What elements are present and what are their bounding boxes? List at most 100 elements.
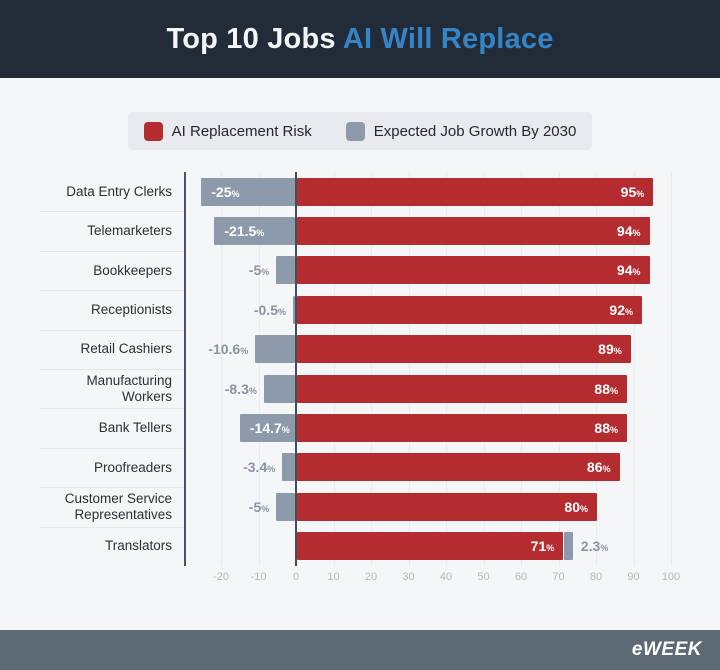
category-label: Proofreaders bbox=[93, 459, 172, 475]
row-divider bbox=[40, 211, 185, 213]
x-axis-tick: 30 bbox=[402, 571, 415, 583]
category-label: Retail Cashiers bbox=[80, 341, 172, 357]
risk-value-label: 88% bbox=[594, 420, 618, 437]
eweek-logo: eWEEK bbox=[631, 639, 702, 660]
risk-bar: 94% bbox=[297, 256, 650, 285]
growth-value-label: 2.3% bbox=[581, 532, 608, 560]
risk-value-label: 71% bbox=[530, 538, 555, 555]
risk-value-label: 86% bbox=[586, 459, 611, 476]
risk-bar: 89% bbox=[297, 335, 631, 364]
category-axis-line bbox=[184, 172, 186, 566]
growth-value-label: -3.4% bbox=[243, 453, 275, 481]
x-axis: -20 -10 0 10 20 30 40 50 60 70 80 90 100 bbox=[0, 571, 720, 587]
zero-baseline bbox=[295, 172, 297, 566]
title-plain: Top 10 Jobs bbox=[166, 22, 336, 55]
growth-value-label: -5% bbox=[249, 493, 269, 521]
growth-value-label: -0.5% bbox=[254, 296, 286, 324]
growth-bar bbox=[255, 335, 295, 364]
row-divider bbox=[40, 369, 185, 370]
row-divider bbox=[40, 487, 185, 489]
risk-bar: 88% bbox=[297, 414, 627, 443]
gridline bbox=[633, 172, 635, 566]
footer: eWEEK bbox=[0, 630, 720, 670]
category-label: Customer Service Representatives bbox=[64, 490, 172, 522]
gridline bbox=[558, 172, 560, 566]
risk-value-label: 89% bbox=[598, 341, 622, 358]
growth-value-label: -8.3% bbox=[225, 375, 257, 403]
growth-bar: -25% bbox=[201, 177, 295, 206]
growth-bar bbox=[564, 532, 573, 561]
risk-value-label: 92% bbox=[609, 301, 633, 318]
x-axis-tick: 70 bbox=[552, 571, 565, 583]
header: Top 10 Jobs AI Will Replace bbox=[0, 0, 720, 78]
chart-row: Telemarketers 94% -21.5% bbox=[0, 211, 720, 250]
growth-value-label: -5% bbox=[248, 262, 270, 279]
category-label: Bookkeepers bbox=[93, 262, 172, 278]
chart-row: Proofreaders 86% -3.4% bbox=[0, 447, 720, 487]
growth-bar bbox=[293, 295, 295, 324]
legend-swatch-icon bbox=[345, 121, 365, 141]
growth-bar bbox=[282, 453, 295, 482]
x-axis-tick: 80 bbox=[589, 571, 603, 583]
risk-value-label: 88% bbox=[594, 380, 618, 397]
risk-bar: 95% bbox=[297, 177, 654, 206]
gridline bbox=[408, 172, 410, 566]
row-divider bbox=[40, 526, 185, 528]
legend-label: Expected Job Growth By 2030 bbox=[373, 122, 577, 140]
growth-value-label: -5% bbox=[248, 498, 270, 515]
growth-value-label: -10.6% bbox=[208, 335, 248, 363]
chart-row: Data Entry Clerks 95% -25% bbox=[0, 172, 720, 211]
growth-value-label: 2.3% bbox=[580, 538, 609, 555]
growth-value-label: -0.5% bbox=[253, 301, 286, 318]
chart-row: Customer Service Representatives 80% -5% bbox=[0, 487, 720, 526]
gridline bbox=[371, 172, 372, 566]
growth-value-label: -14.7% bbox=[249, 420, 290, 437]
category-label: Receptionists bbox=[90, 301, 172, 317]
x-axis-tick: 60 bbox=[514, 571, 528, 583]
gridline bbox=[258, 172, 260, 566]
category-label: Data Entry Clerks bbox=[66, 183, 172, 199]
row-divider bbox=[40, 290, 185, 292]
risk-bar: 71% bbox=[297, 532, 564, 561]
x-axis-tick: 0 bbox=[292, 571, 300, 583]
legend-item-0: AI Replacement Risk bbox=[143, 121, 312, 141]
category-label: Bank Tellers bbox=[98, 420, 172, 436]
growth-bar bbox=[276, 492, 295, 521]
risk-bar: 86% bbox=[297, 453, 620, 482]
chart-row: Receptionists 92% -0.5% bbox=[0, 290, 720, 329]
growth-value-label: -5% bbox=[249, 256, 269, 284]
legend-item-1: Expected Job Growth By 2030 bbox=[345, 121, 577, 141]
risk-value-label: 80% bbox=[564, 498, 588, 515]
growth-value-label: -21.5% bbox=[224, 223, 265, 240]
risk-bar: 88% bbox=[297, 374, 627, 403]
row-divider bbox=[40, 250, 185, 252]
chart-row: Bookkeepers 94% -5% bbox=[0, 250, 720, 290]
x-axis-tick: -10 bbox=[250, 571, 267, 583]
legend-box: AI Replacement Risk Expected Job Growth B… bbox=[127, 112, 593, 150]
legend-label: AI Replacement Risk bbox=[171, 122, 312, 140]
page-title: Top 10 Jobs AI Will Replace bbox=[166, 23, 553, 56]
risk-bar: 80% bbox=[297, 492, 597, 521]
growth-value-label: -10.6% bbox=[208, 341, 249, 358]
growth-bar: -21.5% bbox=[214, 217, 295, 246]
legend-swatch-icon bbox=[143, 121, 163, 141]
risk-value-label: 94% bbox=[616, 262, 641, 279]
chart-row: Manufacturing Workers 88% -8.3% bbox=[0, 369, 720, 408]
category-label: Translators bbox=[104, 538, 172, 554]
gridline bbox=[671, 172, 672, 566]
growth-value-label: -8.3% bbox=[224, 380, 257, 397]
chart-row: Translators 71% 2.3% bbox=[0, 526, 720, 566]
risk-bar: 92% bbox=[297, 295, 642, 324]
x-axis-tick: 100 bbox=[661, 571, 681, 583]
row-divider bbox=[40, 447, 185, 449]
gridline bbox=[521, 172, 522, 566]
gridline bbox=[596, 172, 597, 566]
x-axis-tick: 50 bbox=[477, 571, 490, 583]
x-axis-tick: 40 bbox=[439, 571, 453, 583]
risk-bar: 94% bbox=[297, 217, 650, 246]
x-axis-tick: 20 bbox=[364, 571, 378, 583]
row-divider bbox=[40, 329, 185, 331]
growth-bar bbox=[263, 374, 295, 403]
row-divider bbox=[40, 408, 185, 410]
